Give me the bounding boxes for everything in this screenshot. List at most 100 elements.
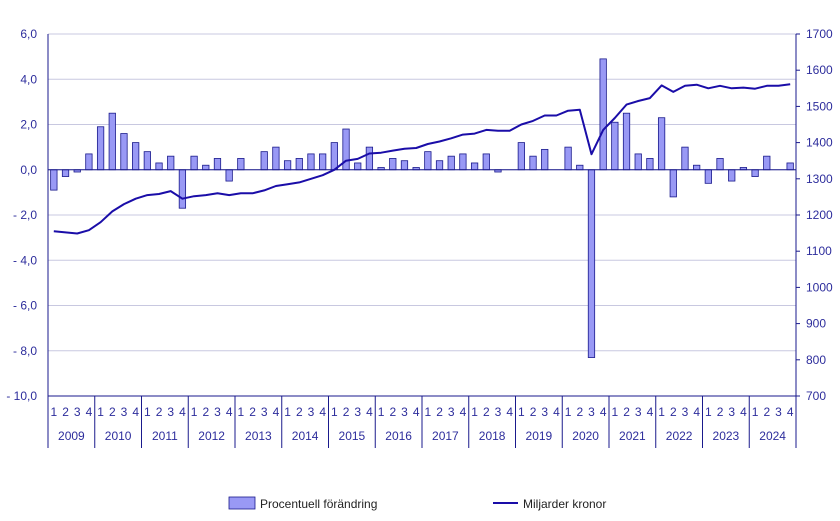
quarter-label: 2	[623, 405, 630, 419]
year-label: 2015	[339, 429, 366, 443]
bar	[108, 112, 116, 171]
bar	[482, 153, 490, 171]
quarter-label: 2	[436, 405, 443, 419]
right-tick-label: 700	[806, 389, 826, 403]
quarter-label: 4	[132, 405, 139, 419]
bar	[435, 160, 444, 171]
bar	[307, 153, 315, 171]
quarter-label: 1	[97, 405, 104, 419]
bar	[85, 153, 93, 171]
bar	[424, 151, 432, 171]
year-label: 2019	[526, 429, 553, 443]
right-tick-label: 1500	[806, 99, 833, 113]
bar	[470, 162, 479, 171]
left-tick-label: 0,0	[20, 163, 37, 177]
year-label: 2013	[245, 429, 272, 443]
quarter-label: 1	[238, 405, 245, 419]
quarter-label: 1	[378, 405, 385, 419]
gridlines	[48, 33, 796, 397]
quarter-label: 3	[354, 405, 361, 419]
quarter-label: 3	[682, 405, 689, 419]
left-tick-label: - 8,0	[13, 344, 37, 358]
bar	[681, 146, 689, 171]
left-tick-label: - 10,0	[6, 389, 37, 403]
right-tick-label: 900	[806, 317, 826, 331]
bar	[400, 160, 409, 171]
year-label: 2011	[152, 429, 178, 443]
bar	[61, 169, 70, 177]
quarter-label: 3	[74, 405, 81, 419]
quarter-label: 1	[331, 405, 338, 419]
quarter-label: 2	[249, 405, 256, 419]
bar	[576, 164, 584, 171]
bar	[693, 164, 701, 171]
quarter-label: 3	[541, 405, 548, 419]
bar	[178, 169, 187, 209]
bar	[517, 142, 525, 171]
quarter-label: 2	[717, 405, 724, 419]
quarter-label: 2	[670, 405, 677, 419]
bar	[728, 169, 736, 182]
bar	[763, 155, 771, 171]
bar	[319, 153, 327, 171]
quarter-label: 2	[576, 405, 583, 419]
bar	[751, 169, 759, 177]
year-label: 2017	[432, 429, 459, 443]
right-tick-label: 1200	[806, 208, 833, 222]
bar	[646, 158, 654, 171]
quarter-label: 1	[612, 405, 619, 419]
bar	[272, 146, 280, 171]
right-tick-label: 800	[806, 353, 826, 367]
bar	[225, 169, 233, 182]
bar	[541, 148, 549, 171]
bar	[587, 169, 596, 358]
quarter-label: 4	[740, 405, 747, 419]
bar	[283, 160, 292, 171]
quarter-label: 3	[121, 405, 128, 419]
right-tick-label: 1700	[806, 27, 833, 41]
bar	[529, 155, 537, 171]
bar	[634, 153, 642, 171]
quarter-label: 3	[728, 405, 735, 419]
quarter-label: 1	[565, 405, 572, 419]
bar	[295, 158, 303, 171]
quarter-label: 2	[763, 405, 770, 419]
quarter-label: 2	[343, 405, 350, 419]
bar	[354, 162, 362, 171]
quarter-label: 4	[273, 405, 280, 419]
quarter-label: 2	[156, 405, 163, 419]
legend-bar-swatch	[228, 496, 256, 510]
year-label: 2010	[105, 429, 132, 443]
quarter-label: 2	[109, 405, 116, 419]
year-label: 2021	[619, 429, 646, 443]
year-label: 2020	[572, 429, 599, 443]
quarter-label: 4	[600, 405, 607, 419]
bar	[155, 162, 163, 171]
quarter-label: 3	[261, 405, 268, 419]
bar	[657, 117, 666, 171]
line-series	[53, 83, 791, 235]
year-label: 2012	[198, 429, 225, 443]
quarter-label: 4	[86, 405, 93, 419]
quarter-label: 3	[588, 405, 595, 419]
left-tick-label: - 4,0	[13, 253, 37, 267]
quarter-label: 2	[483, 405, 490, 419]
bar	[260, 151, 268, 171]
quarter-label: 3	[635, 405, 642, 419]
quarter-label: 4	[693, 405, 700, 419]
bar	[622, 112, 631, 171]
year-label: 2014	[292, 429, 319, 443]
bar	[669, 169, 677, 198]
left-tick-label: - 6,0	[13, 299, 37, 313]
right-tick-label: 1600	[806, 63, 833, 77]
quarter-label: 2	[530, 405, 537, 419]
quarter-label: 1	[51, 405, 58, 419]
quarter-label: 3	[401, 405, 408, 419]
quarter-label: 1	[705, 405, 712, 419]
quarter-label: 1	[658, 405, 665, 419]
year-label: 2018	[479, 429, 506, 443]
left-axis-ticks: 6,0 4,0 2,0 0,0 - 2,0 - 4,0 - 6,0 - 8,0 - 10,0	[6, 27, 37, 403]
quarter-label: 3	[495, 405, 502, 419]
